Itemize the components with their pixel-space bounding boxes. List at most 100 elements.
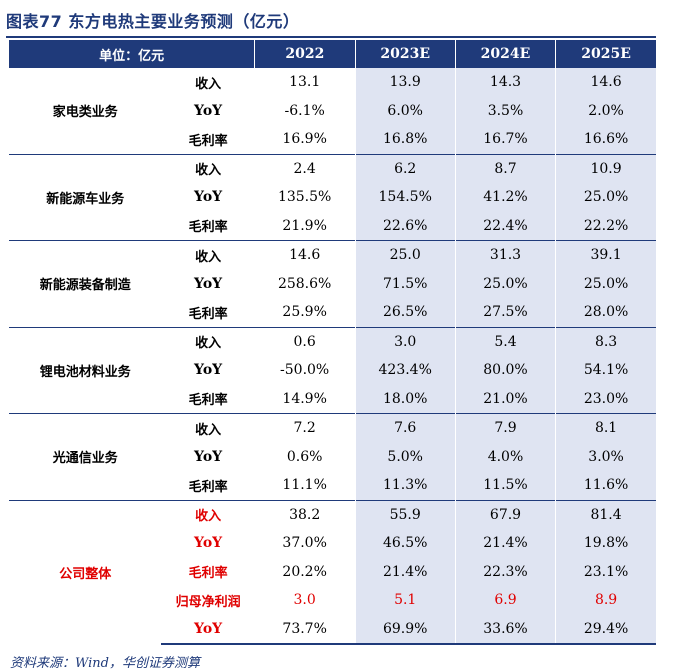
value-cell: 23.1% [555,557,656,586]
value-cell: 0.6% [254,442,356,471]
table-row: 光通信业务 收入 7.2 7.6 7.9 8.1 [9,413,656,500]
value-cell: 22.6% [354,211,456,241]
value-cell: 3.0 [254,586,356,615]
table-row: 锂电池材料业务 收入 0.6 3.0 5.4 8.3 [9,326,656,414]
forecast-table: 单位：亿元 2022 2023E 2024E 2025E 家电类业务 收入 13.1… [9,40,656,645]
table-row: YoY 73.7% 69.9% 33.6% 29.4% [9,614,656,645]
table-row: 公司整体 收入 38.2 55.9 67.9 81.4 [9,499,656,644]
header-year: 2023E [354,40,456,68]
table-row: 毛利率 20.2% 21.4% 22.3% 23.1% [9,557,656,586]
metric-label: 毛利率 [188,566,228,582]
metric-label: 归母净利润 [175,594,241,610]
value-cell: 25.0% [555,269,656,298]
value-cell: 23.0% [555,384,656,414]
header-year: 2022 [254,40,356,68]
table-row: YoY 258.6% 71.5% 25.0% 25.0% [9,269,656,298]
value-cell: 11.1% [254,471,356,500]
value-cell: 20.2% [254,557,356,586]
value-cell: -6.1% [254,96,356,125]
header-year: 2025E [555,40,656,68]
value-cell: 21.9% [254,211,356,241]
header-unit: 单位：亿元 [9,40,255,68]
metric-label: 收入 [161,499,255,529]
group-name: 家电类业务 [52,105,118,121]
value-cell: 5.4 [454,326,556,356]
table-row: 毛利率 16.9% 16.8% 16.7% 16.6% [9,125,656,154]
value-cell: 21.4% [354,557,456,586]
value-cell: 8.7 [454,153,556,183]
metric-label: YoY [194,535,223,552]
value-cell: 25.0% [454,269,556,298]
value-cell: 8.9 [555,586,656,615]
metric-label: YoY [194,102,223,119]
metric-label: YoY [194,448,223,465]
group-name: 锂电池材料业务 [9,326,162,414]
value-cell: 22.3% [454,557,556,586]
value-cell: 54.1% [555,356,656,385]
value-cell: 11.3% [354,471,456,500]
value-cell: 3.0% [555,442,656,471]
value-cell: 14.6 [254,240,356,270]
value-cell: 80.0% [454,356,556,385]
value-cell: 16.6% [555,125,656,154]
table-row: 新能源车业务 收入 2.4 6.2 8.7 10.9 [9,153,656,241]
value-cell: 16.7% [454,125,556,154]
table-row: YoY -50.0% 423.4% 80.0% 54.1% [9,356,656,385]
metric-label: 毛利率 [188,133,228,149]
value-cell: 7.9 [454,413,556,443]
value-cell: 22.2% [555,211,656,241]
header-year: 2024E [454,40,556,68]
value-cell: 39.1 [555,240,656,270]
value-cell: 5.0% [354,442,456,471]
value-cell: 8.1 [555,413,656,443]
value-cell: 13.1 [254,68,356,97]
table-row: YoY 37.0% 46.5% 21.4% 19.8% [9,529,656,558]
value-cell: 3.0 [354,326,456,356]
table-row: 毛利率 14.9% 18.0% 21.0% 23.0% [9,384,656,414]
value-cell: 25.0 [354,240,456,270]
table-row: YoY 135.5% 154.5% 41.2% 25.0% [9,183,656,212]
value-cell: 73.7% [254,614,356,645]
value-cell: 11.5% [454,471,556,500]
group-name: 新能源装备制造 [9,240,162,327]
value-cell: 154.5% [354,183,456,212]
value-cell: 6.2 [354,153,456,183]
value-cell: 6.9 [454,586,556,615]
value-cell: 21.0% [454,384,556,414]
value-cell: 14.6 [555,68,656,97]
metric-label: 毛利率 [188,220,228,236]
metric-label: 收入 [161,326,255,356]
value-cell: 18.0% [354,384,456,414]
value-cell: 5.1 [354,586,456,615]
value-cell: 31.3 [454,240,556,270]
table-header-row: 单位：亿元 2022 2023E 2024E 2025E [9,40,656,68]
table-row: 毛利率 25.9% 26.5% 27.5% 28.0% [9,298,656,327]
metric-label: 收入 [195,76,222,92]
value-cell: 46.5% [354,529,456,558]
value-cell: 13.9 [354,68,456,97]
value-cell: 16.9% [254,125,356,154]
value-cell: 10.9 [555,153,656,183]
value-cell: 7.6 [354,413,456,443]
value-cell: 81.4 [555,499,656,529]
table-row: 毛利率 11.1% 11.3% 11.5% 11.6% [9,471,656,500]
table-row: YoY -6.1% 6.0% 3.5% 2.0% [9,96,656,125]
metric-label: YoY [194,275,223,292]
metric-label: 毛利率 [188,306,228,322]
source-note: 资料来源：Wind，华创证券测算 [10,656,200,671]
value-cell: 14.9% [254,384,356,414]
value-cell: 25.0% [555,183,656,212]
value-cell: 0.6 [254,326,356,356]
value-cell: 2.4 [254,153,356,183]
value-cell: 14.3 [454,68,556,97]
table-row: YoY 0.6% 5.0% 4.0% 3.0% [9,442,656,471]
value-cell: 19.8% [555,529,656,558]
value-cell: -50.0% [254,356,356,385]
table-row: 归母净利润 3.0 5.1 6.9 8.9 [9,586,656,615]
metric-label: 毛利率 [188,479,228,495]
value-cell: 33.6% [454,614,556,645]
metric-label: 收入 [161,413,255,443]
metric-label: YoY [161,614,255,645]
title-rule [6,36,656,38]
value-cell: 21.4% [454,529,556,558]
